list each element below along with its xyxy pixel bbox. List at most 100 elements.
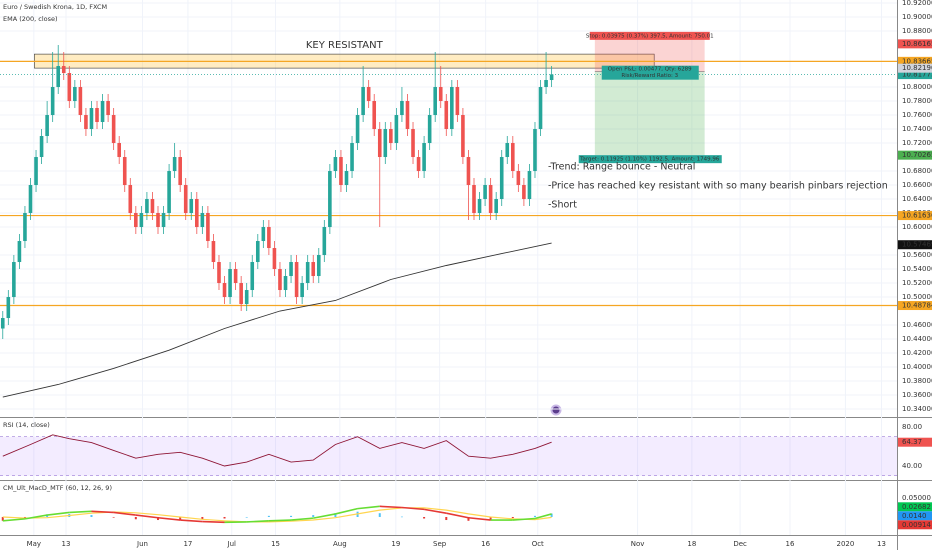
candle-body — [339, 157, 343, 186]
y-tick-label: 10.80000 — [902, 83, 932, 91]
axis-price-label: 10.82190 — [902, 64, 932, 72]
y-tick-label: 10.52000 — [902, 279, 932, 287]
ema-legend: EMA (200, close) — [3, 15, 58, 23]
y-tick-label: 10.66000 — [902, 181, 932, 189]
histogram-bar — [290, 515, 293, 517]
candle-body — [183, 185, 188, 214]
candle-body — [73, 87, 77, 102]
candle-body — [422, 143, 426, 172]
candle-body — [322, 227, 327, 256]
candle-body — [416, 157, 421, 172]
candle-body — [477, 199, 482, 214]
y-tick-label: 0.05000 — [902, 494, 931, 502]
candle-body — [178, 157, 182, 186]
candle-body — [195, 199, 199, 228]
axis-price-tag — [898, 511, 932, 521]
candle-body — [272, 248, 277, 270]
candle-body — [0, 318, 5, 329]
macd-segment — [534, 513, 552, 520]
macd-segment — [157, 516, 181, 521]
candle-body — [17, 241, 22, 263]
candle-body — [405, 101, 410, 130]
candle-body — [28, 185, 33, 214]
macd-segment — [2, 518, 26, 522]
axis-price-label: 10.48784 — [902, 302, 932, 310]
axis-price-label: 10.70265 — [902, 151, 932, 159]
rsi-line — [2, 434, 552, 467]
y-tick-label: 10.88000 — [902, 27, 932, 35]
candle-body — [117, 143, 121, 158]
candle-body — [228, 269, 232, 298]
candle-body — [433, 87, 437, 116]
target-tag — [578, 155, 722, 164]
axis-price-label: 10.61636 — [902, 212, 932, 220]
candle-body — [533, 129, 537, 172]
candle-body — [394, 115, 399, 144]
axis-price-label: 64.37 — [902, 438, 922, 446]
histogram-bar — [1, 516, 4, 521]
ema-line — [2, 242, 552, 398]
x-tick-label: 16 — [786, 540, 795, 548]
macd-segment — [135, 514, 159, 519]
macd-segment — [468, 516, 491, 521]
candle-body — [294, 262, 299, 298]
y-tick-label: 10.34000 — [902, 405, 932, 413]
x-tick-label: 15 — [271, 540, 280, 548]
candle-body — [23, 213, 27, 242]
note: -Short — [548, 200, 577, 211]
candle-body — [450, 87, 454, 130]
histogram-bar — [423, 516, 426, 519]
y-tick-label: 10.42000 — [902, 349, 932, 357]
macd-segment — [423, 508, 447, 514]
candle-body — [538, 87, 543, 130]
x-tick-label: Jul — [227, 540, 237, 548]
candle-body — [189, 199, 194, 214]
macd-segment — [268, 519, 292, 522]
candle-body — [206, 213, 210, 242]
note: -Price has reached key resistant with so… — [548, 181, 888, 192]
candle-body — [461, 115, 465, 158]
candle-body — [128, 185, 133, 214]
candle-body — [499, 157, 504, 200]
candle-body — [316, 255, 321, 277]
candle-body — [438, 87, 443, 102]
ratio-text: Risk/Reward Ratio: 3 — [621, 73, 678, 79]
axis-price-label: 10.81773 — [902, 71, 932, 79]
axis-price-label: 10.86165 — [902, 40, 932, 48]
axis-price-label: 0.0140 — [902, 512, 927, 520]
candle-body — [372, 101, 377, 130]
macd-segment — [290, 517, 314, 521]
macd-segment — [113, 511, 136, 516]
candle-body — [355, 115, 360, 144]
y-tick-label: 10.60000 — [902, 223, 932, 231]
histogram-bar — [378, 513, 381, 517]
stop-tag — [589, 31, 710, 40]
candle-body — [84, 115, 88, 130]
histogram-bar — [23, 516, 26, 518]
macd-segment — [313, 513, 336, 519]
candle-body — [255, 241, 260, 263]
candle-body — [383, 129, 388, 158]
candle-body — [233, 269, 238, 284]
candle-body — [455, 87, 460, 116]
x-tick-label: Oct — [532, 540, 544, 548]
macd-segment — [91, 510, 114, 514]
y-tick-label: 10.44000 — [902, 335, 932, 343]
target-zone — [594, 71, 705, 156]
x-tick-label: Nov — [631, 540, 645, 548]
candle-body — [244, 290, 249, 305]
x-tick-label: 16 — [481, 540, 490, 548]
axis-price-tag — [898, 70, 932, 80]
candle-body — [39, 136, 44, 158]
candle-body — [250, 262, 255, 291]
candle-body — [549, 74, 554, 81]
event-icon[interactable] — [550, 404, 562, 416]
y-tick-label: 10.46000 — [902, 321, 932, 329]
candle-body — [488, 185, 493, 214]
candle-body — [172, 157, 177, 172]
x-tick-label: 18 — [687, 540, 696, 548]
candle-body — [527, 171, 532, 200]
